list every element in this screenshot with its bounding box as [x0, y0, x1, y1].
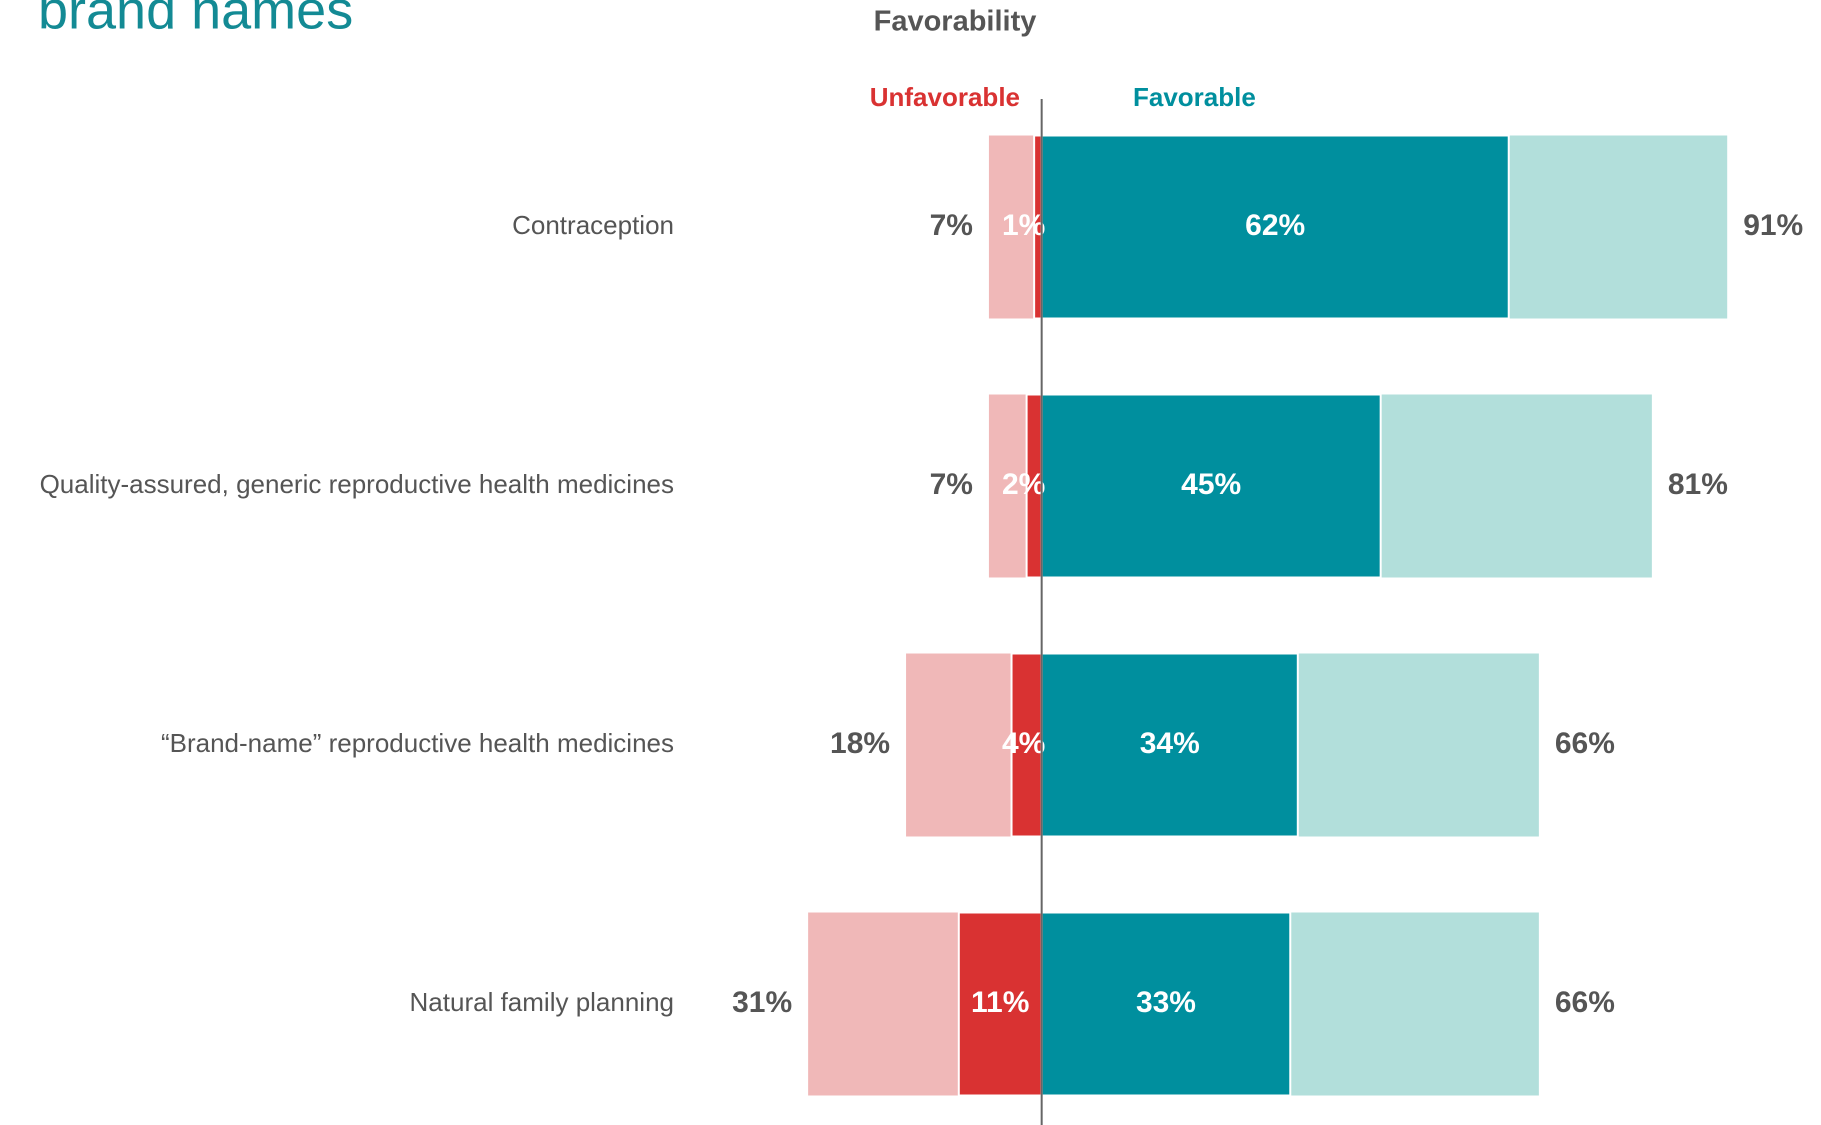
- favorable-total-label: 66%: [1555, 727, 1615, 760]
- chart-title: brand names: [38, 0, 353, 40]
- unfavorable-strong-label: 11%: [971, 986, 1029, 1019]
- unfavorable-total-bar: [988, 135, 1042, 319]
- unfavorable-total-label: 7%: [930, 209, 973, 242]
- favorable-strong-bar: [1040, 393, 1382, 579]
- category-label: “Brand-name” reproductive health medicin…: [161, 728, 674, 758]
- favorable-total-label: 91%: [1743, 209, 1803, 242]
- unfavorable-strong-bar: [957, 911, 1043, 1097]
- unfavorable-strong-bar: [1010, 652, 1043, 838]
- unfavorable-header: Unfavorable: [870, 82, 1020, 112]
- unfavorable-total-label: 18%: [830, 727, 890, 760]
- unfavorable-total-label: 31%: [732, 986, 792, 1019]
- favorable-strong-bar: [1040, 911, 1292, 1097]
- category-label: Quality-assured, generic reproductive he…: [40, 469, 674, 499]
- favorable-strong-label: 33%: [1136, 986, 1196, 1019]
- category-label: Natural family planning: [410, 987, 674, 1017]
- favorable-total-label: 81%: [1668, 468, 1728, 501]
- favorable-total-label: 66%: [1555, 986, 1615, 1019]
- favorable-header: Favorable: [1133, 82, 1256, 112]
- category-label: Contraception: [512, 210, 674, 240]
- unfavorable-strong-label: 2%: [1002, 468, 1045, 501]
- unfavorable-total-label: 7%: [930, 468, 973, 501]
- chart-subtitle: Favorability: [874, 6, 1037, 38]
- favorable-strong-bar: [1040, 134, 1510, 320]
- unfavorable-strong-label: 1%: [1002, 209, 1045, 242]
- unfavorable-strong-label: 4%: [1002, 727, 1045, 760]
- favorable-strong-label: 62%: [1245, 209, 1305, 242]
- favorable-strong-label: 34%: [1140, 727, 1200, 760]
- favorable-strong-label: 45%: [1181, 468, 1241, 501]
